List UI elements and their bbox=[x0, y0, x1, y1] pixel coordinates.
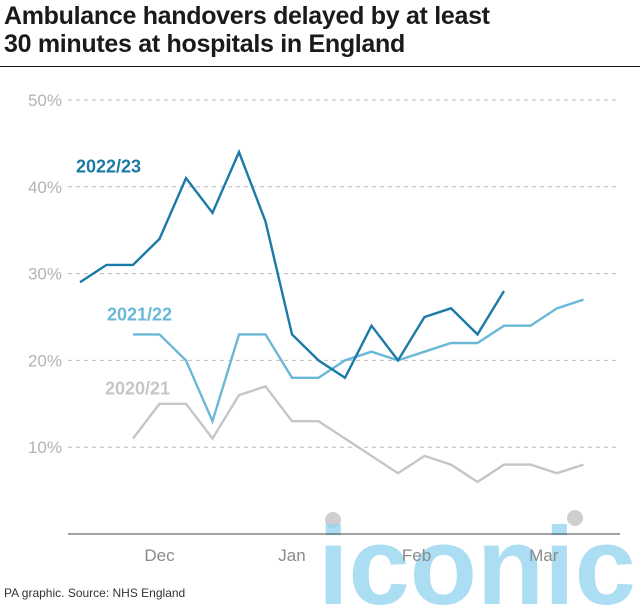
y-tick-label: 10% bbox=[28, 438, 62, 457]
watermark-text: iconic bbox=[318, 505, 636, 608]
watermark-dot bbox=[325, 512, 341, 528]
series-label: 2022/23 bbox=[76, 156, 141, 176]
series-label: 2021/22 bbox=[107, 304, 172, 324]
chart-title-line-1: Ambulance handovers delayed by at least bbox=[4, 2, 490, 30]
series-line bbox=[133, 298, 584, 425]
y-tick-label: 40% bbox=[28, 178, 62, 197]
gridlines: 10% 20% 30% 40% 50% bbox=[28, 91, 620, 457]
x-tick-label: Dec bbox=[144, 546, 175, 565]
y-tick-label: 30% bbox=[28, 265, 62, 284]
series-labels: 2022/23 2021/22 2020/21 bbox=[76, 156, 172, 398]
chart-title: Ambulance handovers delayed by at least … bbox=[4, 2, 634, 58]
series-line bbox=[132, 384, 584, 484]
chart-title-line-2: 30 minutes at hospitals in England bbox=[4, 30, 405, 58]
iconic-watermark: iconic bbox=[318, 505, 636, 608]
watermark-dot bbox=[567, 510, 583, 526]
x-axis: Dec Jan Feb Mar bbox=[68, 533, 620, 565]
series-lines bbox=[79, 148, 584, 484]
series-label: 2020/21 bbox=[105, 379, 170, 399]
title-rule bbox=[0, 66, 640, 67]
x-tick-label: Jan bbox=[278, 546, 305, 565]
source-note: PA graphic. Source: NHS England bbox=[4, 586, 186, 600]
series-line bbox=[79, 148, 506, 380]
x-tick-label: Mar bbox=[529, 546, 559, 565]
y-tick-label: 20% bbox=[28, 351, 62, 370]
y-tick-label: 50% bbox=[28, 91, 62, 110]
x-tick-label: Feb bbox=[402, 546, 431, 565]
